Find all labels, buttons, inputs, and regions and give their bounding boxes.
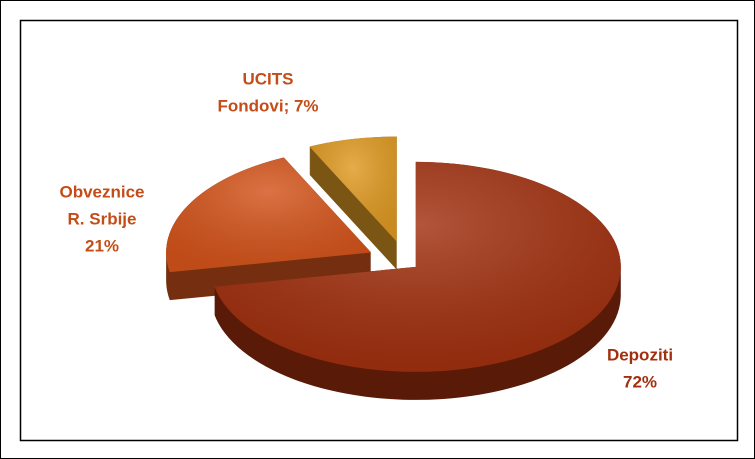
data-label: 72%: [623, 372, 657, 391]
data-label: Fondovi; 7%: [217, 96, 318, 115]
chart-border: [19, 19, 739, 442]
data-label: R. Srbije: [68, 209, 137, 228]
data-label: Depoziti: [607, 345, 673, 364]
slice-shine: [166, 157, 372, 273]
slice-shine: [214, 161, 621, 372]
slice-shine: [309, 136, 397, 242]
data-label: UCITS: [243, 69, 294, 88]
data-label: Obveznice: [59, 182, 144, 201]
data-label: 21%: [85, 236, 119, 255]
